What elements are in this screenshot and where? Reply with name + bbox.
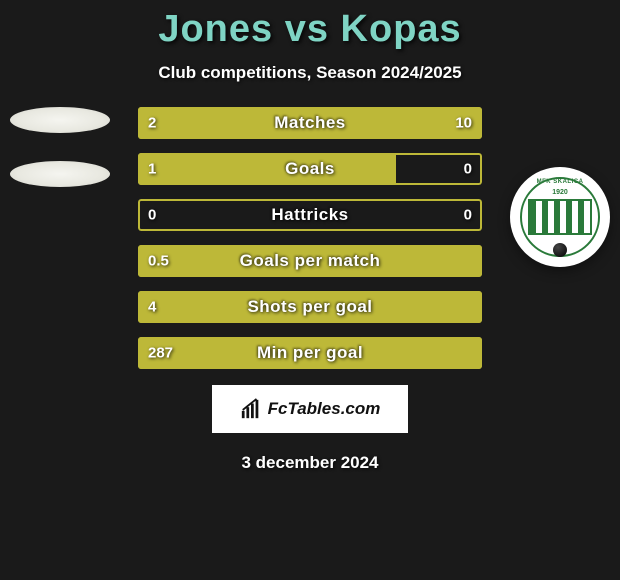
stat-bar: 287Min per goal	[138, 337, 482, 369]
stat-bar: 00Hattricks	[138, 199, 482, 231]
stat-bar: 10Goals	[138, 153, 482, 185]
left-team-badge	[10, 107, 110, 207]
right-team-badge: MFK SKALICA 1920	[510, 167, 610, 267]
placeholder-ellipse	[10, 161, 110, 187]
crest-ball-icon	[553, 243, 567, 257]
fctables-icon	[240, 398, 262, 420]
stat-bar: 210Matches	[138, 107, 482, 139]
source-logo-text: FcTables.com	[268, 399, 381, 419]
stat-bar: 4Shots per goal	[138, 291, 482, 323]
stat-bar: 0.5Goals per match	[138, 245, 482, 277]
subtitle: Club competitions, Season 2024/2025	[0, 63, 620, 83]
bar-label: Min per goal	[138, 343, 482, 363]
stat-bars: 210Matches 10Goals 00Hattricks 0.5Goals per…	[138, 107, 482, 369]
bar-label: Hattricks	[138, 205, 482, 225]
crest-year: 1920	[510, 189, 610, 196]
crest-stripes	[528, 199, 592, 235]
title-left: Jones	[158, 8, 273, 50]
placeholder-ellipse	[10, 107, 110, 133]
bar-label: Matches	[138, 113, 482, 133]
crest-top-text: MFK SKALICA	[510, 179, 610, 185]
club-crest: MFK SKALICA 1920	[510, 167, 610, 267]
title-right: Kopas	[341, 8, 462, 50]
bar-label: Goals	[138, 159, 482, 179]
title-vs: vs	[285, 8, 329, 50]
bar-label: Shots per goal	[138, 297, 482, 317]
snapshot-date: 3 december 2024	[0, 453, 620, 473]
page-title: Jones vs Kopas	[0, 0, 620, 51]
source-logo: FcTables.com	[212, 385, 408, 433]
comparison-content: MFK SKALICA 1920 210Matches 10Goals 00Hatt…	[0, 107, 620, 473]
bar-label: Goals per match	[138, 251, 482, 271]
